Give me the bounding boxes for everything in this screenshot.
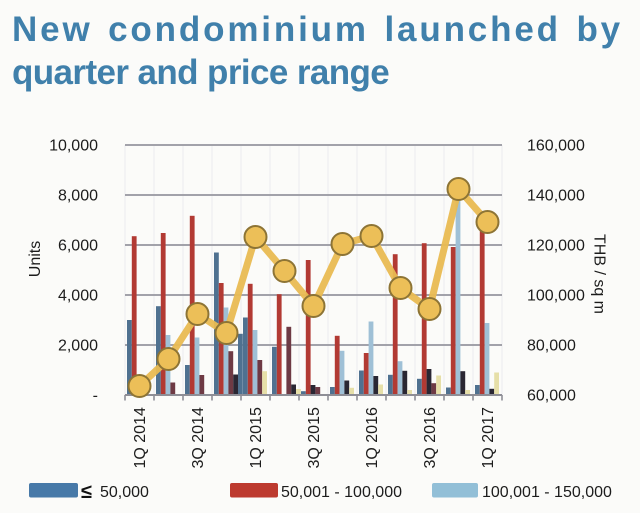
- svg-text:4,000: 4,000: [58, 288, 98, 305]
- svg-text:100,000: 100,000: [527, 288, 585, 305]
- svg-text:3Q 2015: 3Q 2015: [306, 407, 323, 468]
- svg-text:160,000: 160,000: [527, 138, 585, 155]
- svg-text:10,000: 10,000: [49, 138, 98, 155]
- svg-text:100,001 - 150,000: 100,001 - 150,000: [482, 484, 612, 501]
- svg-text:1Q 2017: 1Q 2017: [480, 407, 497, 468]
- svg-text:1Q 2016: 1Q 2016: [364, 407, 381, 468]
- svg-text:50,000: 50,000: [100, 484, 149, 501]
- svg-text:80,000: 80,000: [527, 338, 576, 355]
- svg-text:6,000: 6,000: [58, 238, 98, 255]
- svg-text:≤: ≤: [81, 481, 92, 503]
- svg-text:Units: Units: [27, 241, 44, 277]
- svg-text:1Q 2014: 1Q 2014: [132, 407, 149, 468]
- svg-text:8,000: 8,000: [58, 188, 98, 205]
- svg-text:50,001 - 100,000: 50,001 - 100,000: [281, 484, 402, 501]
- svg-text:-: -: [93, 388, 98, 405]
- svg-text:140,000: 140,000: [527, 188, 585, 205]
- svg-text:1Q 2015: 1Q 2015: [248, 407, 265, 468]
- svg-text:2,000: 2,000: [58, 338, 98, 355]
- svg-text:THB / sq m: THB / sq m: [591, 234, 608, 314]
- svg-text:3Q 2016: 3Q 2016: [422, 407, 439, 468]
- svg-text:60,000: 60,000: [527, 388, 576, 405]
- svg-text:3Q 2014: 3Q 2014: [190, 407, 207, 468]
- svg-text:120,000: 120,000: [527, 238, 585, 255]
